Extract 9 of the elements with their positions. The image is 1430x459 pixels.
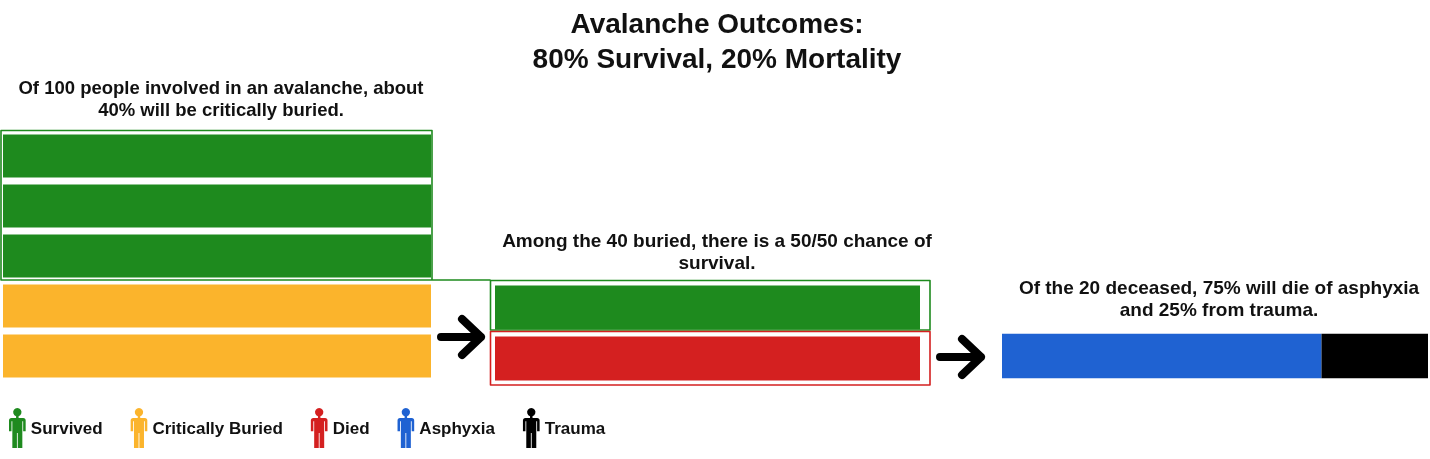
legend-label: Asphyxia bbox=[419, 418, 496, 438]
chart-subtitle: Among the 40 buried, there is a 50/50 chance of survival. bbox=[502, 229, 933, 273]
legend-label: Trauma bbox=[544, 418, 606, 438]
chart-title: Avalanche Outcomes: 80% Survival, 20% Mortality bbox=[532, 8, 902, 74]
legend-label: Survived bbox=[30, 418, 103, 438]
legend-label: Died bbox=[332, 418, 370, 438]
chart-title: Of the 20 deceased, 75% will die of asphyxia and 25% from trauma. bbox=[1018, 276, 1420, 320]
chart-title: Of 100 people involved in an avalanche, about 40% will be critically buried. bbox=[18, 76, 424, 120]
legend-label: Critically Buried bbox=[152, 418, 283, 438]
